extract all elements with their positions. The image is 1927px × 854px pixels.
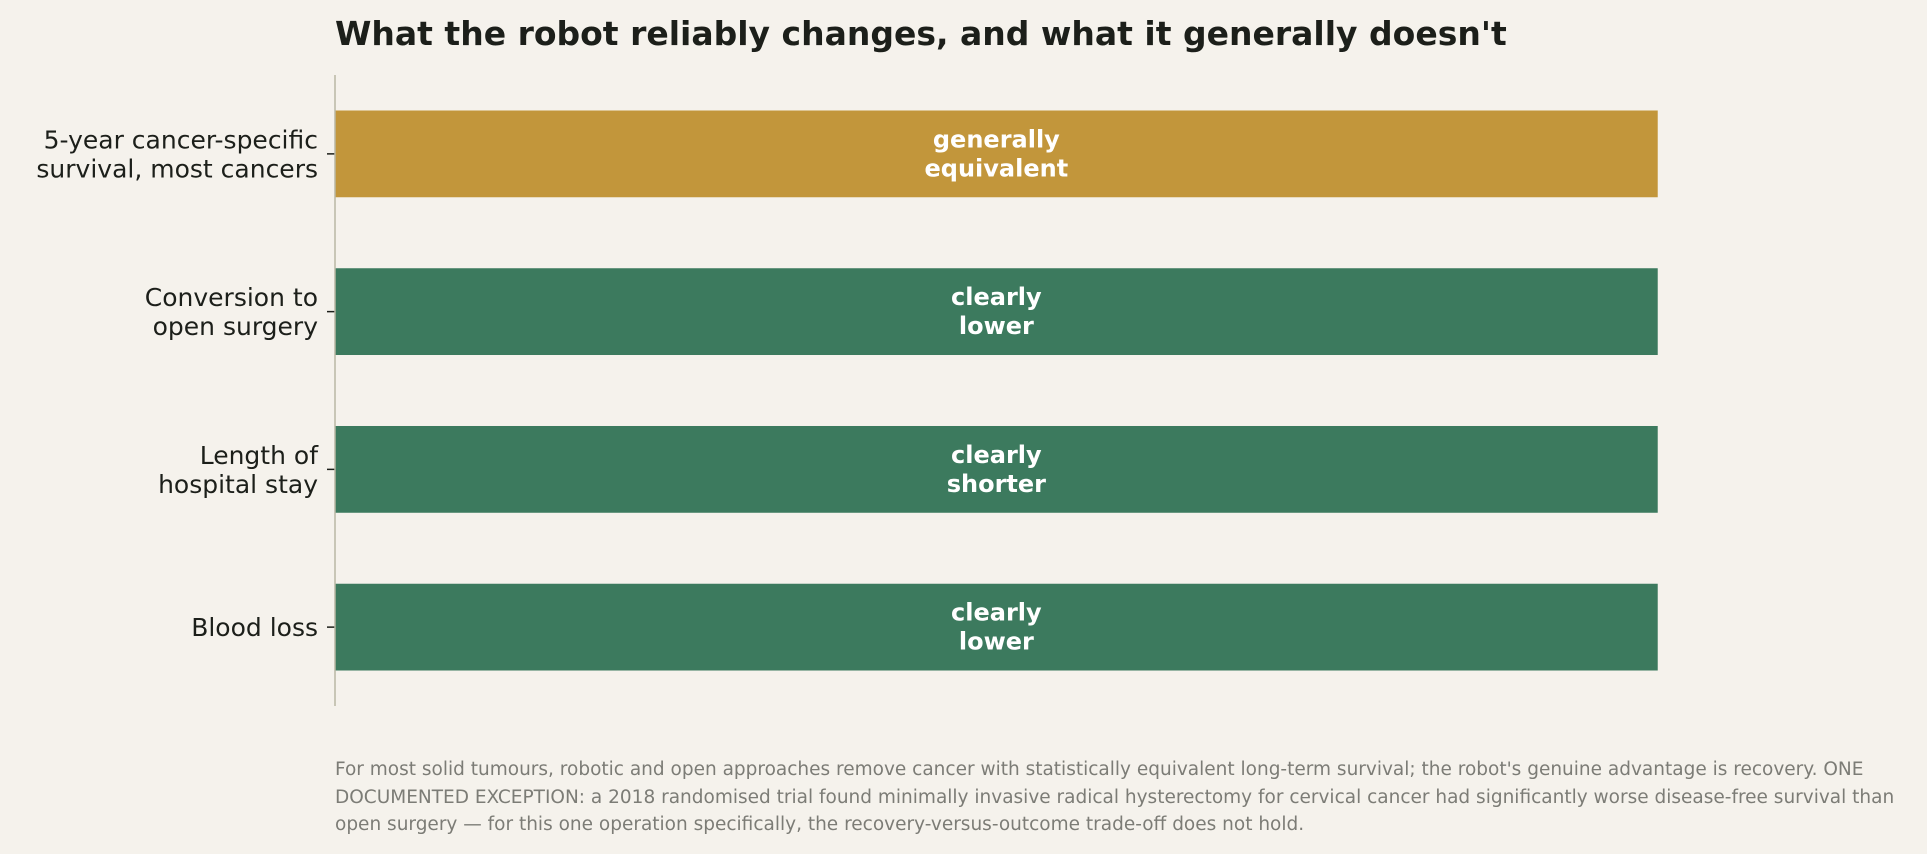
category-label-line: Conversion to: [145, 283, 318, 312]
category-label: Conversion to open surgery: [145, 283, 318, 341]
bar-value-label: generally equivalent: [925, 125, 1069, 182]
bar: [335, 268, 1658, 356]
category-labels: 5-year cancer-specific survival, most can…: [36, 125, 335, 642]
bar-value-label-line: shorter: [947, 470, 1046, 498]
chart-title: What the robot reliably changes, and wha…: [335, 14, 1507, 53]
category-label-line: Length of: [200, 441, 319, 470]
bar-value-label-line: equivalent: [925, 154, 1069, 182]
category-label: 5-year cancer-specific survival, most can…: [36, 125, 318, 183]
category-label-line: hospital stay: [158, 470, 318, 499]
bar-value-label: clearly lower: [951, 599, 1042, 656]
bar-value-label: clearly lower: [951, 283, 1042, 340]
bar-value-label-line: clearly: [951, 283, 1042, 311]
bar-value-label: clearly shorter: [947, 441, 1046, 498]
bar-value-label-line: lower: [959, 312, 1034, 340]
bar: [335, 583, 1658, 671]
category-label-line: survival, most cancers: [36, 154, 318, 183]
category-label-line: 5-year cancer-specific: [44, 125, 318, 154]
bar-value-label-line: clearly: [951, 441, 1042, 469]
category-label: Length of hospital stay: [158, 441, 319, 499]
bar: [335, 425, 1658, 513]
category-label-line: open surgery: [153, 312, 319, 341]
bar-value-label-line: generally: [933, 125, 1060, 153]
bar-value-label-line: lower: [959, 628, 1034, 656]
footnote: For most solid tumours, robotic and open…: [335, 759, 1895, 835]
bar-value-label-line: clearly: [951, 599, 1042, 627]
category-label-line: Blood loss: [191, 613, 318, 642]
bar: [335, 110, 1658, 198]
category-label: Blood loss: [191, 613, 318, 642]
